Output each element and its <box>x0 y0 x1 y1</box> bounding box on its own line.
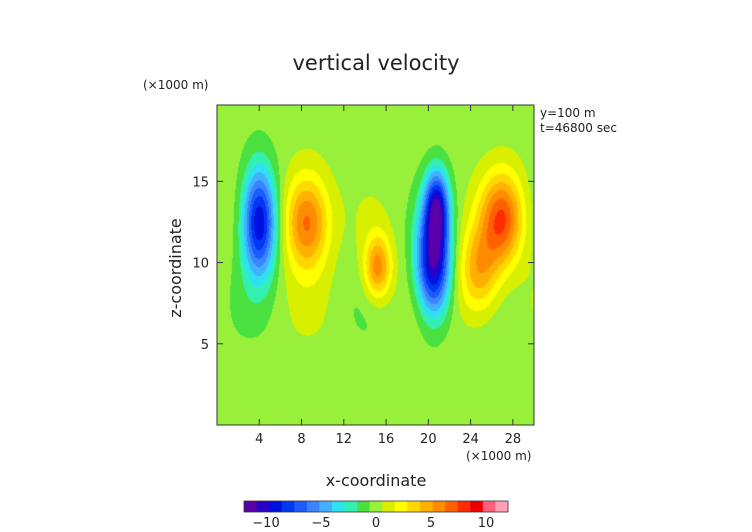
annotation-y: y=100 m <box>540 106 596 120</box>
x-ticks: 4 8 12 16 20 24 28 <box>255 105 521 447</box>
colorbar-swatch <box>420 501 433 512</box>
y-axis-label: z-coordinate <box>166 218 185 318</box>
x-tick-label: 24 <box>462 432 479 447</box>
colorbar-tick-label: 10 <box>478 516 495 531</box>
x-tick-label: 20 <box>420 432 437 447</box>
colorbar-swatch <box>244 501 257 512</box>
plot-frame <box>216 104 535 426</box>
x-tick-label: 16 <box>378 432 395 447</box>
colorbar <box>243 500 509 513</box>
y-unit-label: (×1000 m) <box>143 78 208 92</box>
colorbar-tick-label: 5 <box>427 516 435 531</box>
x-tick-label: 12 <box>336 432 353 447</box>
colorbar-swatch <box>256 501 270 512</box>
x-unit-label: (×1000 m) <box>466 449 531 463</box>
annotation-time: t=46800 sec <box>540 121 617 135</box>
velocity-field <box>217 105 534 425</box>
colorbar-swatch <box>394 501 408 512</box>
colorbar-swatch <box>457 501 471 512</box>
colorbar-swatch <box>281 501 295 512</box>
y-tick-label: 10 <box>192 257 209 272</box>
chart-title: vertical velocity <box>292 51 459 75</box>
colorbar-swatch <box>470 501 484 512</box>
colorbar-swatch <box>306 501 320 512</box>
x-tick-label: 8 <box>297 432 305 447</box>
x-tick-label: 4 <box>255 432 263 447</box>
colorbar-swatch <box>344 501 358 512</box>
colorbar-ticks: −10 −5 0 5 10 <box>252 516 494 531</box>
colorbar-swatch <box>495 501 509 512</box>
plot-area: 4 8 12 16 20 24 28 5 10 15 <box>192 104 535 447</box>
y-ticks: 5 10 15 <box>192 175 534 353</box>
y-tick-label: 5 <box>201 338 209 353</box>
colorbar-swatch <box>294 501 308 512</box>
colorbar-swatch <box>432 501 446 512</box>
colorbar-swatch <box>269 501 283 512</box>
y-tick-label: 15 <box>192 175 209 190</box>
x-tick-label: 28 <box>505 432 522 447</box>
colorbar-tick-label: −10 <box>252 516 279 531</box>
colorbar-swatch <box>332 501 345 512</box>
colorbar-swatch <box>445 501 459 512</box>
colorbar-tick-label: −5 <box>311 516 330 531</box>
colorbar-swatch <box>482 501 496 512</box>
x-axis-label: x-coordinate <box>326 471 427 490</box>
colorbar-swatch <box>369 501 383 512</box>
colorbar-swatch <box>357 501 371 512</box>
colorbar-swatch <box>407 501 421 512</box>
colorbar-swatch <box>382 501 396 512</box>
colorbar-swatch <box>319 501 333 512</box>
colorbar-tick-label: 0 <box>372 516 380 531</box>
colorbar-frame <box>243 500 509 513</box>
